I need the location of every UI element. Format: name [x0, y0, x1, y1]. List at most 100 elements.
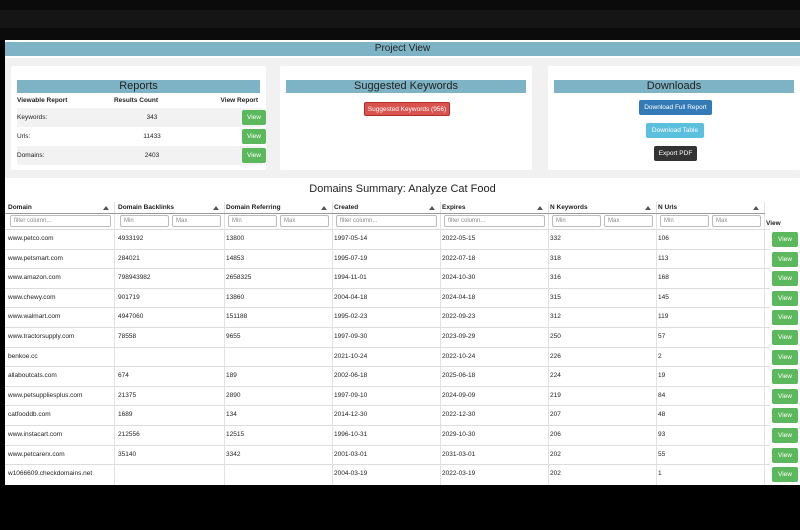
table-cell: 206: [550, 431, 561, 438]
view-button[interactable]: View: [772, 349, 798, 365]
download-button[interactable]: Download Full Report: [639, 100, 712, 115]
filter-input[interactable]: Min: [552, 215, 601, 227]
row-line: [5, 248, 770, 250]
table-cell: catfooddb.com: [8, 411, 51, 419]
view-button[interactable]: View: [242, 110, 266, 125]
column-header: Results Count: [113, 97, 159, 104]
row-line: [5, 268, 770, 270]
filter-input[interactable]: Min: [120, 215, 169, 227]
header-line: [5, 213, 765, 214]
page: Project View Reports Viewable Report Resu…: [5, 40, 800, 485]
suggested-button[interactable]: Suggested Keywords (956): [364, 102, 450, 116]
table-cell: 674: [118, 372, 129, 380]
view-button[interactable]: View: [772, 447, 798, 463]
filter-input[interactable]: filter column...: [336, 215, 437, 227]
domains-table: Domain Domain Backlinks Domain Referring Cr…: [5, 200, 800, 485]
row-line: [5, 405, 770, 407]
column-divider: [332, 202, 333, 485]
table-cell: 212556: [118, 431, 140, 438]
row-line: [5, 385, 770, 387]
table-cell: 226: [550, 352, 561, 360]
table-cell: 332: [550, 235, 561, 242]
sort-icon: [645, 206, 651, 210]
table-cell: 55: [658, 450, 666, 458]
sort-icon: [537, 206, 543, 210]
row-line: [5, 327, 770, 328]
filter-input[interactable]: filter column...: [10, 215, 111, 227]
table-cell: 2022-12-30: [442, 411, 476, 419]
table-cell: 2022-09-23: [442, 313, 476, 321]
row-line: [5, 346, 770, 348]
column-divider: [548, 202, 549, 485]
row-line: [5, 366, 770, 368]
table-cell: 202: [550, 470, 561, 478]
table-cell: 312: [550, 313, 561, 321]
view-button[interactable]: View: [772, 310, 798, 326]
view-button[interactable]: View: [772, 369, 798, 385]
view-button[interactable]: View: [772, 408, 798, 424]
table-cell: 1995-02-23: [334, 313, 368, 321]
table-cell: 119: [658, 313, 669, 321]
table-cell: 57: [658, 333, 666, 340]
table-cell: 315: [550, 293, 561, 301]
view-button[interactable]: View: [772, 388, 798, 404]
top-frame: [0, 0, 800, 40]
table-cell: 48: [658, 411, 666, 419]
filter-input[interactable]: filter column...: [444, 215, 545, 227]
table-cell: 2031-03-01: [442, 450, 476, 458]
download-button[interactable]: Download Table: [646, 123, 704, 138]
table-cell: 2023-09-29: [442, 333, 476, 340]
table-cell: 113: [658, 254, 669, 262]
table-cell: 145: [658, 293, 669, 301]
filter-input[interactable]: Max: [604, 215, 653, 227]
filter-input[interactable]: Max: [712, 215, 761, 227]
table-cell: 4947060: [118, 313, 144, 321]
row-line: [5, 464, 770, 466]
table-cell: 2024-10-30: [442, 274, 476, 282]
table-cell: 1995-07-19: [334, 254, 368, 262]
view-button[interactable]: View: [772, 467, 798, 483]
table-cell: 12515: [226, 431, 245, 438]
view-button[interactable]: View: [772, 290, 798, 306]
table-cell: www.chewy.com: [8, 293, 56, 301]
filter-input[interactable]: Min: [228, 215, 277, 227]
table-cell: 1997-05-14: [334, 235, 368, 242]
view-button[interactable]: View: [772, 232, 798, 247]
table-cell: 284021: [118, 254, 140, 262]
table-cell: 106: [658, 235, 669, 242]
sort-icon: [321, 206, 327, 210]
filter-input[interactable]: Max: [172, 215, 221, 227]
table-cell: 2022-10-24: [442, 352, 476, 360]
table-title: Domains Summary: Analyze Cat Food: [309, 183, 496, 195]
filter-input[interactable]: Max: [280, 215, 329, 227]
table-cell: 798943982: [118, 274, 151, 282]
view-button[interactable]: View: [772, 330, 798, 345]
table-cell: 318: [550, 254, 561, 262]
table-cell: 2022-03-19: [442, 470, 476, 478]
table-cell: www.petcarerx.com: [8, 450, 65, 458]
filter-input[interactable]: Min: [660, 215, 709, 227]
column-header: View Report: [220, 97, 258, 104]
view-button[interactable]: View: [242, 148, 266, 163]
view-button[interactable]: View: [242, 129, 266, 144]
table-cell: 1996-10-31: [334, 431, 368, 438]
table-cell: 21375: [118, 391, 137, 399]
reports-card: Reports Viewable Report Results Count View…: [11, 66, 266, 170]
report-label: Keywords:: [17, 114, 48, 121]
page-title: Project View: [374, 43, 431, 54]
row-line: [5, 444, 770, 446]
view-button[interactable]: View: [772, 251, 798, 267]
table-cell: www.petsmart.com: [8, 254, 63, 262]
table-cell: 2022-05-15: [442, 235, 476, 242]
table-cell: 9655: [226, 333, 241, 340]
view-button[interactable]: View: [772, 271, 798, 287]
table-cell: 134: [226, 411, 237, 419]
download-button[interactable]: Export PDF: [654, 146, 697, 161]
table-cell: 13860: [226, 293, 245, 301]
table-cell: 2004-04-18: [334, 293, 368, 301]
table-cell: 168: [658, 274, 669, 282]
column-header: Domain: [8, 204, 32, 211]
table-cell: 207: [550, 411, 561, 419]
row-line: [5, 229, 770, 230]
view-button[interactable]: View: [772, 428, 798, 443]
